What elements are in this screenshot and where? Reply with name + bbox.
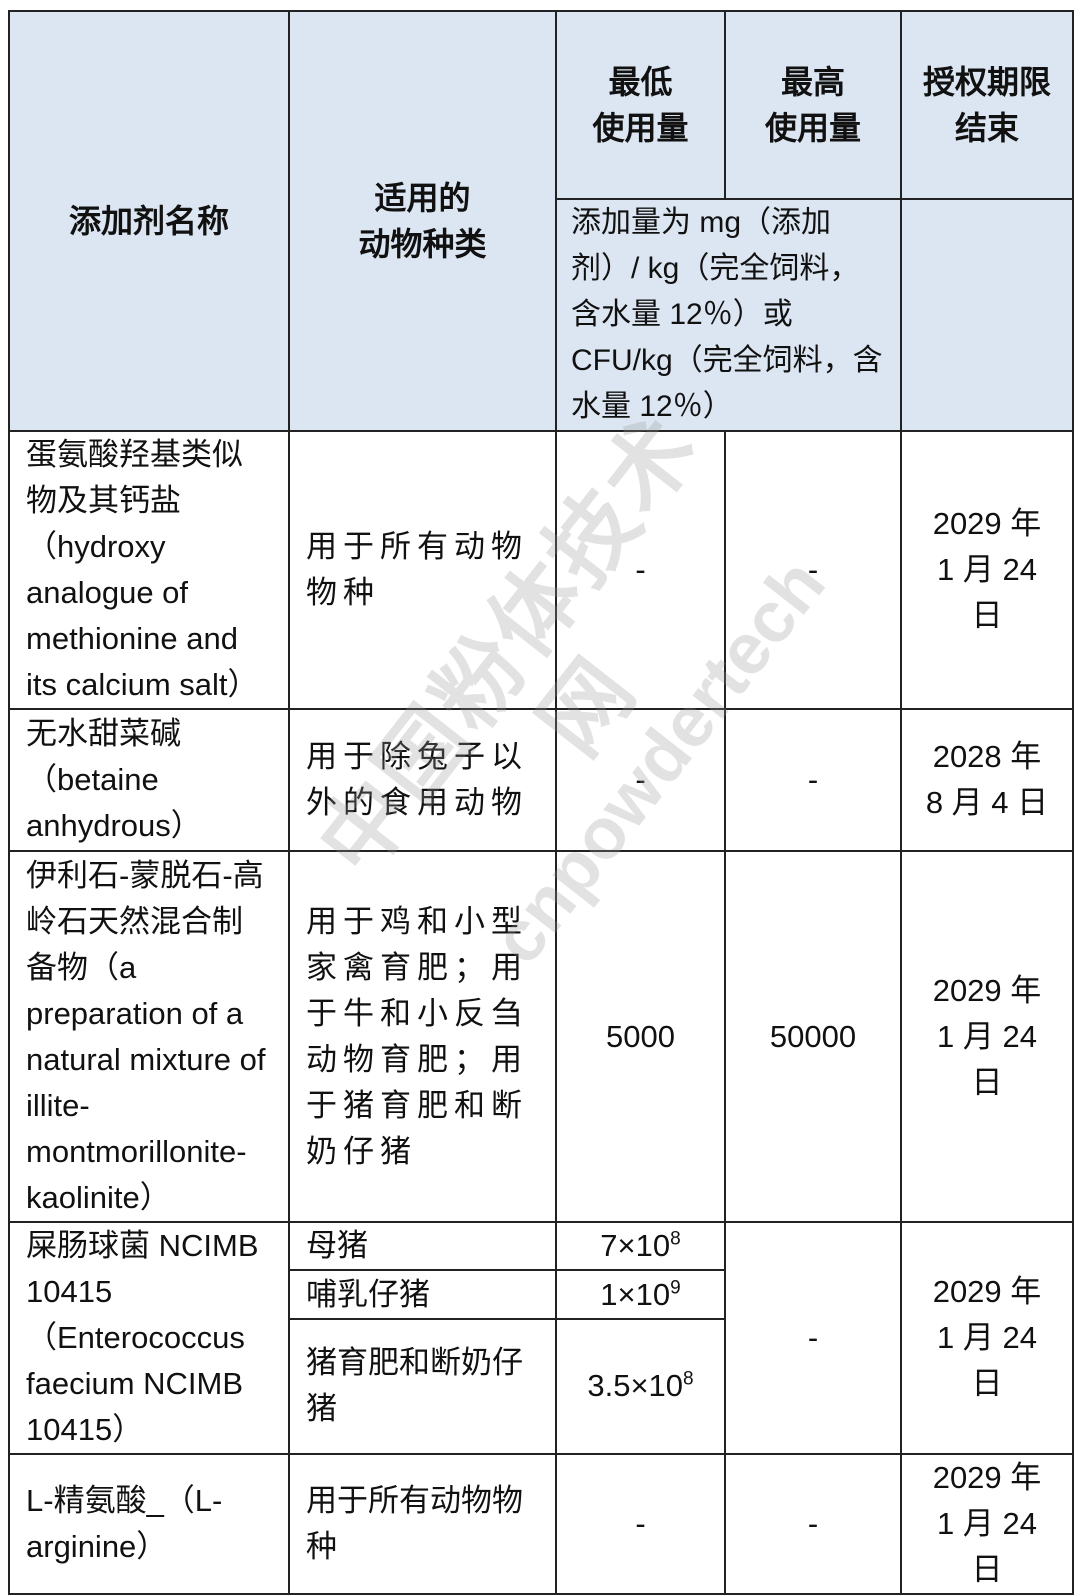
species: 用于鸡和小型家禽育肥；用于牛和小反刍动物育肥；用于猪育肥和断奶仔猪 xyxy=(288,850,557,1223)
max-dose: - xyxy=(724,1453,902,1595)
expiry-date: 2029 年 1 月 24 日 xyxy=(900,1453,1074,1595)
header-empty-cell xyxy=(900,198,1074,432)
min-dose: - xyxy=(555,1453,726,1595)
table-subrow: 猪育肥和断奶仔猪 3.5×108 xyxy=(9,1317,1073,1456)
species: 用于除兔子以外的食用动物 xyxy=(288,708,557,852)
expiry-date: 2029 年 1 月 24 日 xyxy=(900,1221,1074,1455)
expiry-date: 2028 年 8 月 4 日 xyxy=(900,708,1074,852)
species: 母猪 xyxy=(288,1220,557,1272)
expiry-date: 2029 年 1 月 24 日 xyxy=(900,430,1074,710)
header-subrow: 添加量为 mg（添加剂）/ kg（完全饲料，含水量 12％）或 CFU/kg（完… xyxy=(9,198,1074,432)
min-dose: 7×108 xyxy=(555,1220,726,1272)
min-dose-exponent: 8 xyxy=(683,1369,694,1391)
min-dose: - xyxy=(555,708,726,852)
expiry-date: 2029 年 1 月 24 日 xyxy=(900,850,1074,1223)
header-max: 最高 使用量 xyxy=(724,10,902,200)
min-dose: 5000 xyxy=(555,850,726,1223)
additive-name: 伊利石-蒙脱石-高岭石天然混合制备物（a preparation of a na… xyxy=(8,850,290,1223)
header-species: 适用的 动物种类 xyxy=(288,10,557,432)
table-row: 屎肠球菌 NCIMB 10415（Enterococcus faecium NC… xyxy=(8,1220,1074,1455)
table-row: 无水甜菜碱（betaine anhydrous） 用于除兔子以外的食用动物 - … xyxy=(8,708,1074,852)
min-dose: 3.5×108 xyxy=(555,1317,726,1456)
max-dose: 50000 xyxy=(724,850,902,1223)
header-name: 添加剂名称 xyxy=(8,10,290,432)
min-dose: - xyxy=(555,430,726,710)
min-dose-exponent: 9 xyxy=(670,1277,681,1299)
min-dose-base: 3.5×10 xyxy=(587,1368,684,1404)
header-min: 最低 使用量 xyxy=(555,10,726,200)
min-dose: 1×109 xyxy=(555,1269,726,1320)
additive-name: L-精氨酸_（L-arginine） xyxy=(8,1453,290,1595)
additive-name: 无水甜菜碱（betaine anhydrous） xyxy=(8,708,290,852)
table-subrow: 哺乳仔猪 1×109 xyxy=(9,1269,1073,1320)
max-dose: - xyxy=(724,1221,902,1455)
table-row: 伊利石-蒙脱石-高岭石天然混合制备物（a preparation of a na… xyxy=(8,850,1074,1223)
species: 哺乳仔猪 xyxy=(288,1269,557,1320)
feed-additive-table: 添加剂名称 适用的 动物种类 最低 使用量 最高 使用量 授权期限 结束 添加量… xyxy=(8,10,1074,1595)
species: 用于所有动物物种 xyxy=(288,430,557,710)
species: 用于所有动物物种 xyxy=(288,1453,557,1595)
table-row: L-精氨酸_（L-arginine） 用于所有动物物种 - - 2029 年 1… xyxy=(8,1453,1074,1595)
max-dose: - xyxy=(724,430,902,710)
max-dose: - xyxy=(724,708,902,852)
header-row: 添加剂名称 适用的 动物种类 最低 使用量 最高 使用量 授权期限 结束 xyxy=(8,10,1074,432)
header-expiry: 授权期限 结束 xyxy=(900,10,1074,200)
min-dose-exponent: 8 xyxy=(670,1228,681,1250)
additive-name: 蛋氨酸羟基类似物及其钙盐（hydroxy analogue of methion… xyxy=(8,430,290,710)
min-dose-base: 1×10 xyxy=(600,1276,671,1312)
species: 猪育肥和断奶仔猪 xyxy=(288,1317,557,1456)
table-row: 蛋氨酸羟基类似物及其钙盐（hydroxy analogue of methion… xyxy=(8,430,1074,710)
min-dose-base: 7×10 xyxy=(600,1228,671,1264)
additive-name: 屎肠球菌 NCIMB 10415（Enterococcus faecium NC… xyxy=(8,1221,290,1455)
header-unit-note: 添加量为 mg（添加剂）/ kg（完全饲料，含水量 12％）或 CFU/kg（完… xyxy=(555,198,902,432)
